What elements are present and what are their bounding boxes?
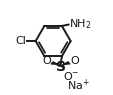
- Text: Na$^{+}$: Na$^{+}$: [67, 78, 89, 93]
- Text: NH$_2$: NH$_2$: [69, 18, 91, 31]
- Text: S: S: [55, 60, 65, 74]
- Text: O$^{-}$: O$^{-}$: [63, 70, 79, 82]
- Text: O: O: [42, 56, 51, 66]
- Text: O: O: [69, 56, 78, 66]
- Text: Cl: Cl: [15, 36, 26, 46]
